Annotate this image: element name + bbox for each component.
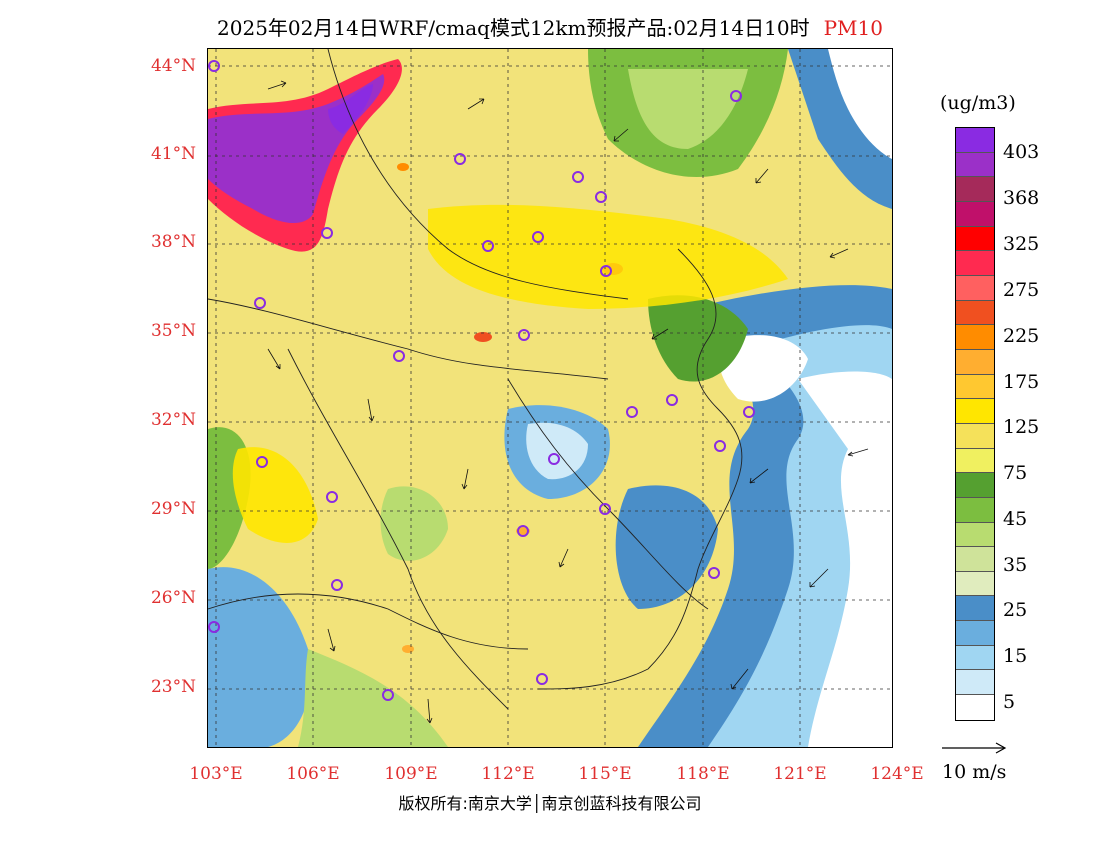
colorbar-label: 175 (1003, 371, 1040, 393)
wind-reference-arrow (940, 738, 1010, 758)
lon-label-106e: 106°E (286, 764, 340, 784)
lat-label-32n: 32°N (150, 410, 196, 430)
colorbar-swatch (956, 226, 994, 252)
colorbar-swatch (956, 349, 994, 375)
colorbar-label: 225 (1003, 325, 1040, 347)
colorbar-swatch (956, 275, 994, 301)
colorbar-label: 45 (1003, 508, 1028, 530)
colorbar-swatch (956, 448, 994, 474)
colorbar-label: 325 (1003, 233, 1040, 255)
colorbar-swatch (956, 374, 994, 400)
colorbar-swatch (956, 399, 994, 424)
forecast-map (207, 48, 893, 748)
lat-label-26n: 26°N (150, 588, 196, 608)
colorbar-swatch (956, 621, 994, 646)
colorbar-swatch (956, 300, 994, 326)
colorbar-swatch (956, 177, 994, 202)
colorbar-swatch (956, 473, 994, 498)
colorbar-label: 368 (1003, 187, 1040, 209)
lon-label-103e: 103°E (189, 764, 243, 784)
lon-label-115e: 115°E (578, 764, 632, 784)
wind-vectors (267, 80, 869, 724)
map-title: 2025年02月14日WRF/cmaq模式12km预报产品:02月14日10时 P… (0, 12, 1100, 41)
wind-reference-label: 10 m/s (942, 761, 1007, 783)
colorbar-swatch (956, 522, 994, 548)
colorbar-label: 403 (1003, 141, 1040, 163)
colorbar-swatch (956, 251, 994, 276)
title-variable: PM10 (823, 16, 883, 40)
lat-label-41n: 41°N (150, 144, 196, 164)
lon-label-118e: 118°E (676, 764, 730, 784)
colorbar-swatch (956, 325, 994, 350)
colorbar-swatch (956, 695, 994, 720)
colorbar-swatch (956, 670, 994, 696)
colorbar-unit: (ug/m3) (940, 92, 1016, 114)
colorbar (955, 127, 995, 721)
city-markers (208, 60, 755, 701)
colorbar-label: 5 (1003, 691, 1016, 713)
colorbar-swatch (956, 547, 994, 572)
colorbar-swatch (956, 128, 994, 153)
colorbar-label: 35 (1003, 554, 1028, 576)
colorbar-label: 15 (1003, 645, 1028, 667)
colorbar-swatch (956, 571, 994, 597)
colorbar-swatch (956, 497, 994, 523)
colorbar-label: 75 (1003, 462, 1028, 484)
copyright: 版权所有:南京大学│南京创蓝科技有限公司 (398, 794, 702, 813)
lat-label-29n: 29°N (150, 499, 196, 519)
lon-label-109e: 109°E (384, 764, 438, 784)
title-text: 2025年02月14日WRF/cmaq模式12km预报产品:02月14日10时 (217, 16, 810, 40)
lat-label-38n: 38°N (150, 232, 196, 252)
lon-label-124e: 124°E (870, 764, 924, 784)
colorbar-swatch (956, 423, 994, 449)
lat-label-35n: 35°N (150, 321, 196, 341)
colorbar-label: 275 (1003, 279, 1040, 301)
colorbar-label: 125 (1003, 416, 1040, 438)
colorbar-swatch (956, 645, 994, 671)
lon-label-121e: 121°E (773, 764, 827, 784)
colorbar-swatch (956, 596, 994, 622)
lat-label-23n: 23°N (150, 677, 196, 697)
colorbar-label: 25 (1003, 599, 1028, 621)
colorbar-swatch (956, 201, 994, 227)
lon-label-112e: 112°E (481, 764, 535, 784)
lat-label-44n: 44°N (150, 56, 196, 76)
colorbar-swatch (956, 152, 994, 178)
